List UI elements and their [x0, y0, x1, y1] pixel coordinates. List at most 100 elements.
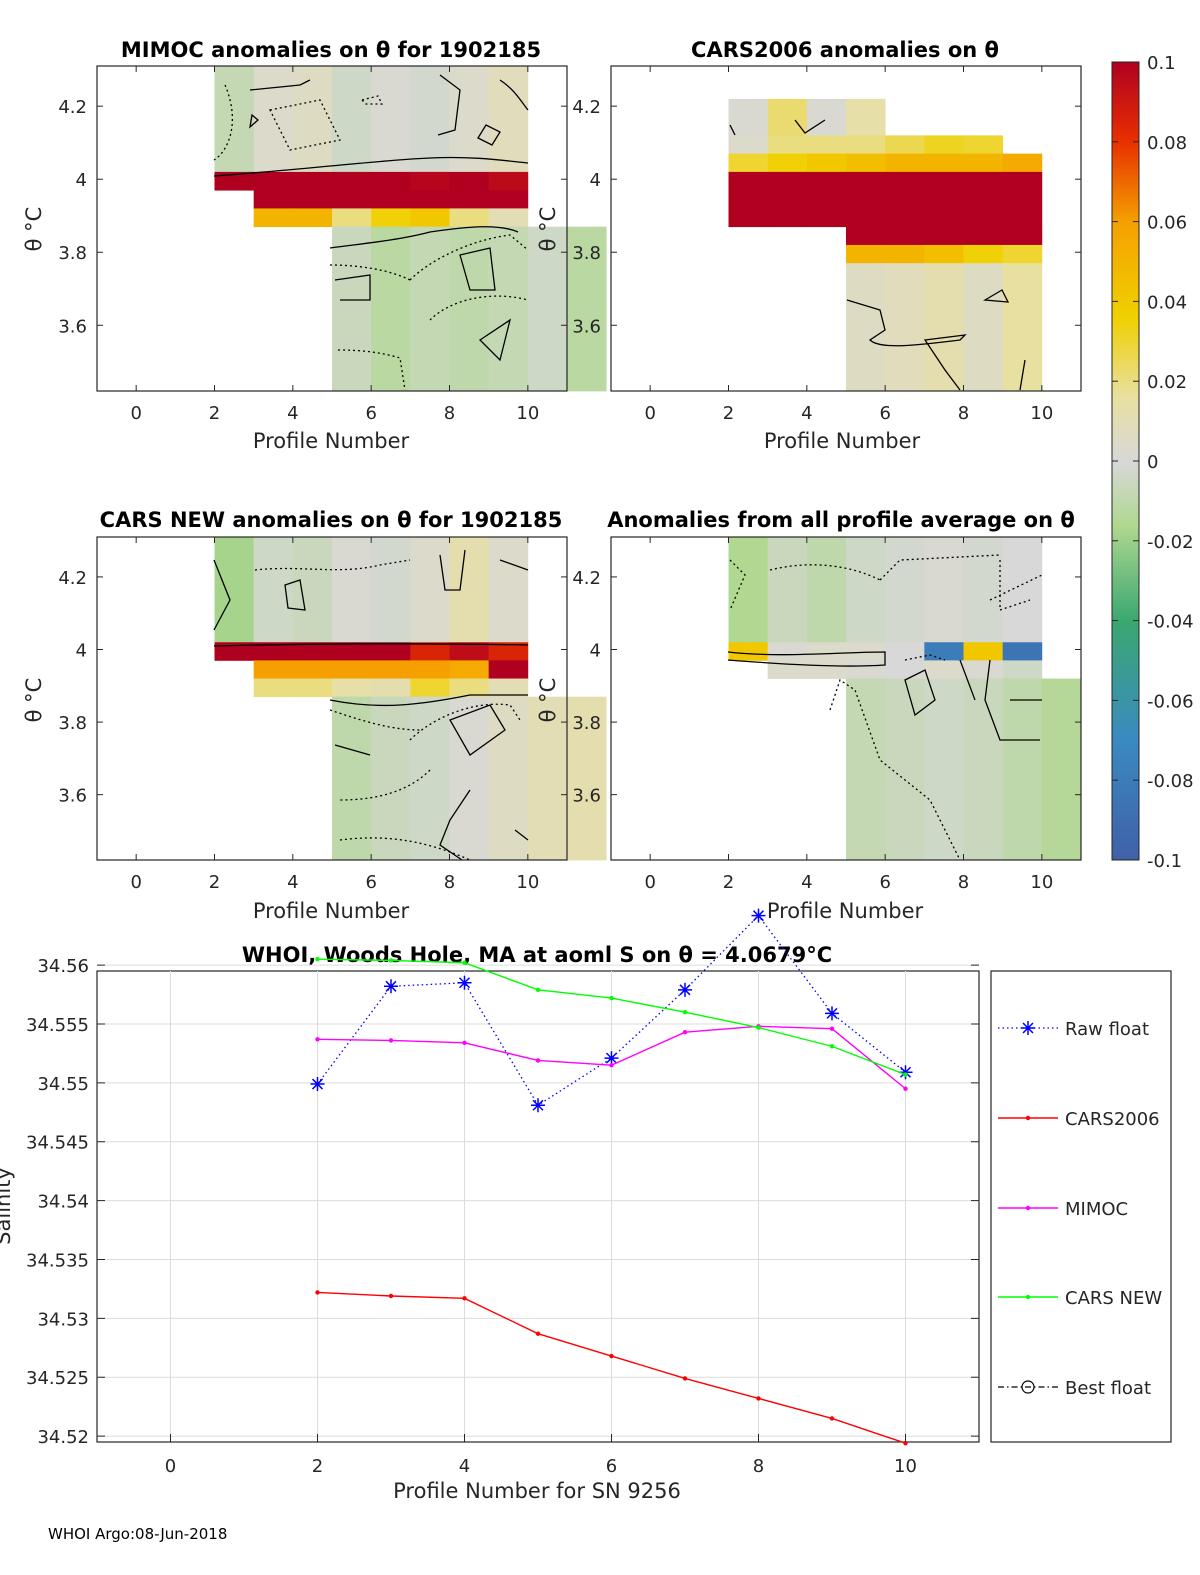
colorbar: 0.1 0.08 0.06 0.04 0.02 0 -0.02 -0.04 -0.06 -0.08… [1111, 53, 1194, 872]
y-tick-label: 34.55 [37, 1074, 89, 1095]
heatmap-cell [332, 208, 372, 228]
heatmap-cell [924, 537, 964, 643]
data-point-marker [462, 1296, 467, 1301]
data-point-marker [682, 1010, 688, 1015]
y-axis-label: θ °C [536, 207, 560, 252]
data-point-marker [829, 1044, 835, 1049]
data-point-marker [384, 979, 398, 994]
x-axis-label: Profile Number [764, 429, 921, 453]
data-point-marker [315, 1290, 320, 1295]
heatmap-cell [963, 171, 1004, 228]
heatmap-panel-cars-new: CARS NEW anomalies on θ for 1902185 0 2 4 6… [22, 508, 607, 923]
heatmap-cell [885, 678, 925, 861]
data-point-marker [457, 975, 472, 990]
heatmap-cell [488, 190, 529, 209]
heatmap-cell [885, 263, 925, 392]
y-axis-ticks: 4.2 4 3.8 3.6 [572, 97, 1081, 337]
y-tick-label: 3.6 [58, 786, 87, 807]
heatmap-cell [846, 660, 886, 679]
y-axis-ticks: 4.2 4 3.8 3.6 [58, 568, 567, 807]
y-tick-label: 4 [590, 641, 601, 662]
heatmap-cell [806, 135, 847, 155]
x-tick-label: 4 [801, 872, 812, 893]
heatmap-cell [885, 537, 925, 643]
x-tick-label: 2 [312, 1456, 323, 1477]
colorbar-tick-label: -0.1 [1147, 851, 1182, 872]
x-tick-label: 6 [365, 872, 376, 893]
heatmap-cell [806, 537, 847, 643]
legend-marker [1025, 1294, 1031, 1300]
heatmap-cell [253, 660, 294, 679]
heatmap-cell [371, 660, 411, 679]
heatmap-cell [1002, 537, 1043, 643]
y-tick-label: 3.6 [572, 786, 601, 807]
heatmap-cell [885, 642, 925, 661]
data-point-marker [898, 1065, 913, 1080]
legend-item: Best float [998, 1378, 1151, 1399]
panel-title: CARS2006 anomalies on θ [691, 38, 999, 62]
x-tick-label: 10 [1030, 403, 1053, 424]
heatmap-cell [410, 642, 450, 661]
heatmap-cell [292, 642, 333, 661]
heatmap-cell [488, 171, 529, 191]
y-axis-label: Salinity [0, 1167, 15, 1245]
x-tick-label: 6 [365, 403, 376, 424]
heatmap-cell [1002, 642, 1043, 661]
heatmap-cell [332, 660, 372, 679]
heatmap-cell [214, 642, 255, 661]
chart-title: WHOI, Woods Hole, MA at aoml S on θ = 4.… [242, 943, 832, 967]
heatmap-cell [488, 678, 529, 698]
heatmap-cell [332, 226, 372, 392]
y-tick-label: 4.2 [572, 97, 601, 118]
legend-item: CARS NEW [998, 1288, 1162, 1309]
colorbar-tick-label: 0 [1147, 452, 1158, 473]
y-tick-label: 3.6 [58, 316, 87, 337]
y-tick-label: 3.6 [572, 316, 601, 337]
heatmap-cell [846, 244, 886, 264]
contour-lines-dotted [729, 554, 1043, 861]
contour-lines [729, 119, 1026, 391]
heatmap-cell [292, 171, 333, 191]
heatmap-cell [767, 642, 808, 661]
heatmap-cell [924, 263, 964, 392]
heatmap-cell [963, 135, 1004, 155]
heatmap-cell [924, 171, 964, 228]
heatmap-cell [846, 263, 886, 392]
x-tick-label: 0 [644, 872, 655, 893]
heatmap-cell [846, 98, 886, 136]
heatmap-cell [292, 208, 333, 228]
heatmap-cells [728, 537, 1082, 861]
heatmap-cell [253, 190, 294, 209]
heatmap-cell [449, 66, 490, 173]
heatmap-cell [253, 642, 294, 661]
y-axis-ticks: 34.52 34.525 34.53 34.535 34.54 34.545 34.55 34… [26, 956, 979, 1448]
heatmap-cell [1002, 171, 1043, 228]
heatmap-cell [214, 171, 255, 191]
series-group [310, 908, 913, 1446]
colorbar-tick-label: -0.08 [1147, 771, 1194, 792]
heatmap-cell [924, 660, 964, 679]
x-tick-label: 2 [209, 872, 220, 893]
x-tick-label: 8 [444, 403, 455, 424]
legend-marker [1021, 1380, 1035, 1394]
y-tick-label: 34.555 [26, 1015, 89, 1036]
x-tick-label: 8 [753, 1456, 764, 1477]
x-axis-ticks: 0 2 4 6 8 10 [165, 1434, 917, 1477]
heatmap-cell [963, 153, 1004, 173]
heatmap-cell [488, 642, 529, 661]
data-point-marker [604, 1051, 619, 1066]
heatmap-cell [1002, 226, 1043, 246]
heatmap-cell [410, 190, 450, 209]
heatmap-cell [253, 171, 294, 191]
heatmap-cell [963, 226, 1004, 246]
heatmap-cell [332, 696, 372, 861]
legend-label: CARS2006 [1065, 1109, 1160, 1130]
data-point-marker [310, 1077, 325, 1092]
heatmap-cell [846, 135, 886, 155]
heatmap-cell [488, 226, 529, 392]
x-tick-label: 0 [130, 403, 141, 424]
data-point-marker [903, 1440, 908, 1446]
x-axis-label: Profile Number [253, 899, 410, 923]
heatmap-cell [846, 153, 886, 173]
heatmap-cell [924, 153, 964, 173]
